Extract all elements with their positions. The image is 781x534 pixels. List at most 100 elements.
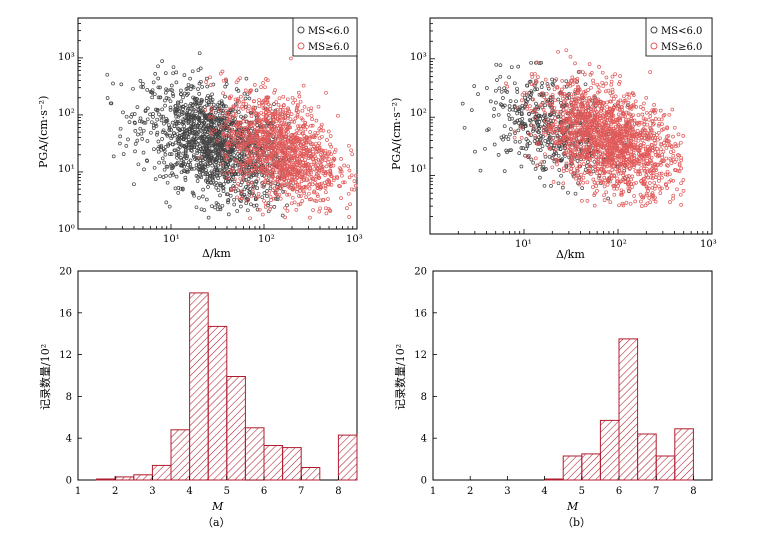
data-point	[234, 172, 238, 176]
data-point	[275, 180, 280, 184]
y-ticks-a: 10⁰ 10¹ 10² 10³	[58, 52, 75, 235]
data-point	[570, 82, 575, 87]
data-point	[600, 70, 605, 75]
data-point	[533, 110, 537, 115]
data-point	[228, 171, 233, 175]
data-point	[294, 180, 298, 185]
data-point	[235, 195, 239, 200]
data-point	[176, 108, 180, 112]
data-point	[200, 85, 204, 89]
data-point	[232, 114, 236, 119]
data-point	[585, 199, 590, 203]
data-point	[187, 106, 192, 111]
data-point	[242, 142, 247, 146]
data-point	[309, 162, 314, 167]
data-point	[653, 117, 658, 121]
data-point	[193, 100, 197, 105]
data-point	[640, 112, 645, 117]
data-point	[347, 215, 351, 219]
data-point	[180, 186, 185, 191]
data-point	[234, 159, 239, 164]
data-point	[302, 104, 307, 109]
data-point	[197, 117, 202, 121]
data-point	[291, 165, 296, 170]
data-point	[266, 170, 270, 174]
data-point	[209, 181, 214, 186]
data-point	[168, 99, 173, 104]
data-point	[492, 107, 497, 111]
data-point	[625, 148, 630, 153]
data-point	[205, 84, 210, 89]
data-point	[105, 96, 110, 100]
data-point	[659, 175, 664, 180]
data-point	[510, 116, 514, 121]
data-point	[559, 173, 563, 178]
data-point	[238, 127, 243, 131]
data-point	[149, 90, 154, 94]
data-point	[276, 111, 281, 116]
data-point	[245, 119, 249, 124]
data-point	[280, 213, 285, 218]
data-point	[542, 183, 547, 188]
data-point	[205, 162, 210, 166]
data-point	[615, 176, 619, 181]
data-point	[163, 98, 167, 103]
data-point	[508, 132, 512, 137]
data-point	[315, 131, 320, 135]
data-point	[145, 139, 150, 143]
data-point	[185, 168, 189, 173]
data-point	[161, 175, 166, 179]
data-point	[204, 99, 209, 103]
data-point	[188, 158, 193, 163]
data-point	[272, 196, 276, 201]
data-point	[504, 81, 508, 86]
data-point	[562, 141, 566, 146]
data-point	[176, 152, 181, 156]
data-point	[111, 154, 116, 159]
data-point	[221, 78, 226, 83]
data-point	[236, 106, 241, 111]
data-point	[205, 172, 210, 177]
data-point	[528, 141, 532, 146]
data-point	[304, 150, 309, 155]
data-point	[515, 90, 520, 94]
data-point	[183, 175, 188, 180]
data-point	[552, 87, 557, 92]
data-point	[150, 91, 155, 95]
data-point	[564, 161, 569, 166]
data-point	[326, 197, 330, 201]
data-point	[182, 144, 187, 148]
data-point	[667, 112, 672, 117]
data-point	[278, 170, 282, 174]
data-point	[200, 136, 205, 140]
data-point	[517, 151, 522, 155]
data-point	[185, 93, 189, 97]
data-point	[228, 139, 233, 144]
data-point	[249, 194, 254, 199]
data-point	[208, 139, 212, 144]
data-point	[217, 145, 222, 150]
data-point	[153, 177, 158, 181]
data-point	[254, 135, 259, 140]
data-point	[326, 160, 330, 165]
data-point	[204, 80, 208, 84]
data-point	[200, 194, 205, 199]
data-point	[543, 103, 548, 108]
data-point	[198, 174, 202, 179]
data-point	[573, 191, 578, 196]
data-point	[570, 142, 575, 147]
data-point	[215, 167, 220, 172]
data-point	[281, 190, 286, 194]
data-point	[472, 84, 477, 88]
data-point	[260, 138, 265, 142]
data-point	[554, 151, 559, 156]
data-point	[141, 85, 145, 90]
data-point	[265, 100, 270, 105]
data-point	[254, 150, 259, 155]
data-point	[676, 132, 681, 137]
data-point	[259, 110, 264, 115]
data-point	[294, 189, 299, 194]
data-point	[521, 106, 525, 111]
data-point	[178, 128, 183, 132]
data-point	[167, 123, 171, 128]
